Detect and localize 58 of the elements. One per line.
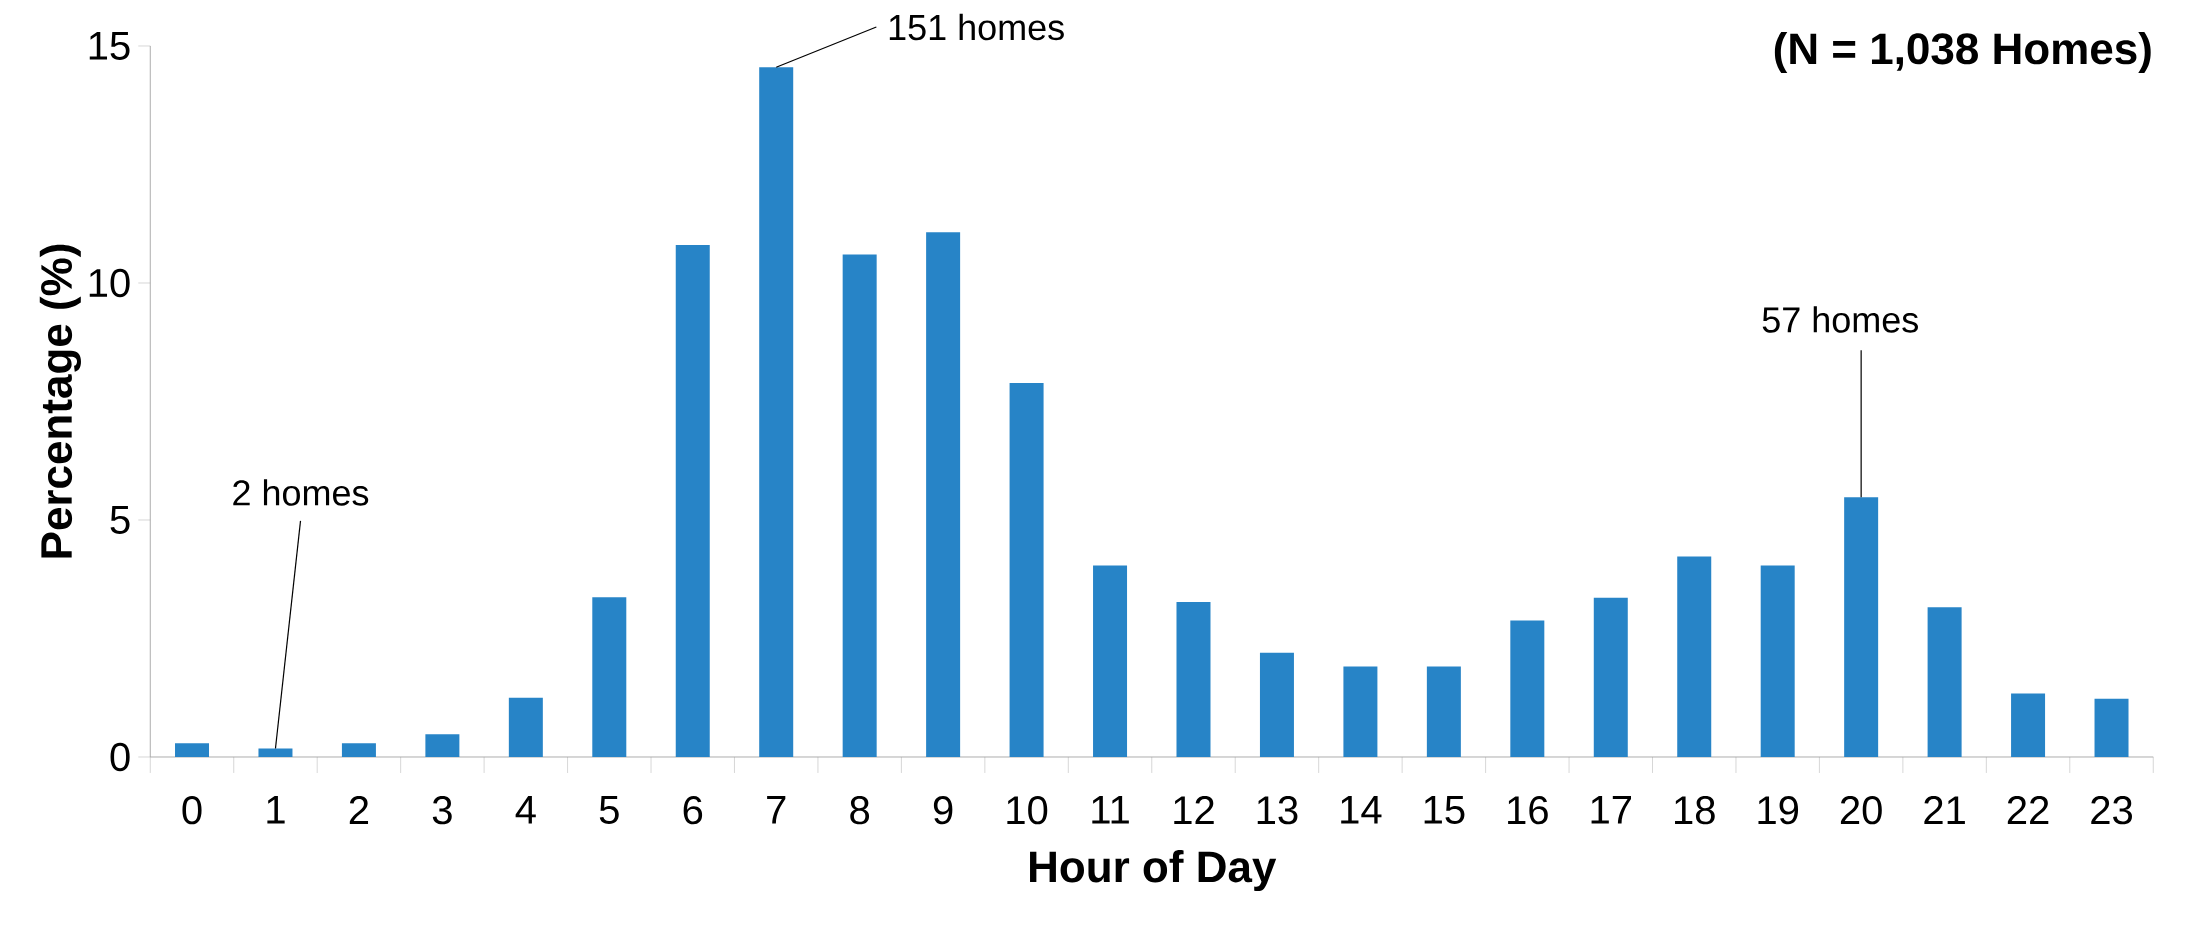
y-axis-title: Percentage (%) (39, 244, 81, 558)
annotation: 2 homes (233, 479, 369, 506)
y-tick-label: 10 (89, 268, 130, 298)
bar (926, 232, 961, 757)
bar (592, 597, 627, 757)
x-tick-label: 1 (267, 796, 285, 824)
x-tick-label: 20 (1840, 796, 1882, 825)
annotation: 57 homes (1762, 306, 1918, 333)
x-tick-label: 13 (1257, 796, 1298, 825)
annotation: 151 homes (889, 13, 1064, 41)
x-tick-label: 8 (850, 796, 870, 825)
bar (341, 743, 376, 757)
bar (1927, 607, 1962, 757)
bar (842, 254, 877, 757)
bar (1844, 497, 1879, 757)
bar (1343, 666, 1378, 757)
bar (175, 743, 210, 757)
x-tick-label: 21 (1924, 796, 1965, 824)
x-tick-label: 6 (683, 796, 703, 825)
bar (425, 734, 460, 757)
x-tick-label: 10 (1007, 796, 1048, 825)
bar (2094, 698, 2129, 757)
chart-title: (N = 1,038 Homes) (1774, 32, 2151, 74)
x-tick-label: 14 (1341, 796, 1382, 824)
bar (1510, 620, 1545, 757)
x-tick-label: 19 (1758, 796, 1799, 825)
bar (1593, 597, 1628, 757)
x-tick-label: 22 (2007, 796, 2049, 824)
bar (1176, 601, 1211, 757)
x-tick-label: 16 (1508, 796, 1548, 825)
x-tick-label: 5 (599, 796, 619, 824)
x-tick-label: 0 (182, 796, 202, 825)
x-tick-label: 11 (1092, 796, 1129, 824)
bar (1677, 556, 1712, 757)
bar (1259, 652, 1294, 757)
x-tick-label: 17 (1591, 796, 1631, 824)
x-tick-label: 9 (933, 796, 953, 825)
y-tick-label: 15 (89, 32, 130, 60)
x-tick-label: 12 (1174, 796, 1214, 824)
bar (1426, 666, 1461, 757)
y-tick-label: 5 (110, 506, 130, 534)
bar (675, 245, 710, 757)
x-tick-label: 2 (349, 796, 369, 824)
x-tick-label: 23 (2091, 796, 2132, 825)
x-tick-label: 18 (1675, 796, 1715, 825)
bar (508, 697, 543, 757)
bar (1093, 565, 1128, 757)
bar (2011, 693, 2046, 757)
x-tick-label: 3 (432, 796, 452, 825)
x-tick-label: 15 (1424, 796, 1465, 824)
x-axis-title: Hour of Day (1030, 850, 1277, 892)
bar (1760, 565, 1795, 757)
x-tick-label: 4 (515, 796, 536, 824)
bar (1009, 383, 1044, 757)
bar (258, 748, 293, 757)
y-tick-label: 0 (110, 742, 130, 772)
x-tick-label: 7 (767, 796, 786, 824)
bar (759, 67, 794, 757)
